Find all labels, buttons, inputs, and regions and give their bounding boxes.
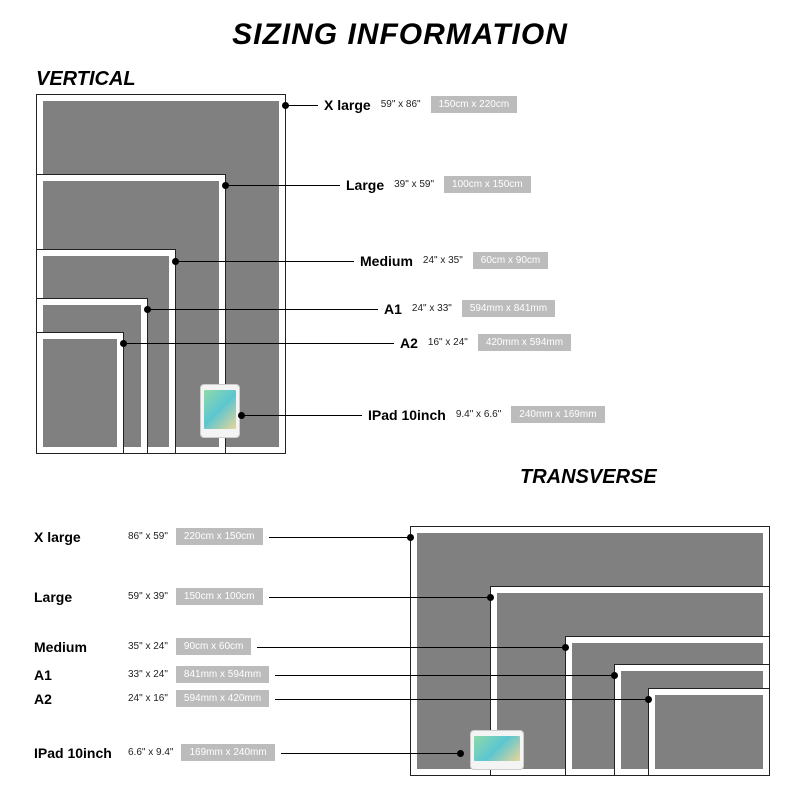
size-row: A1 24" x 33" 594mm x 841mm [384,300,555,317]
size-row: Large 39" x 59" 100cm x 150cm [346,176,531,193]
size-metric: 841mm x 594mm [176,666,269,683]
size-inches: 6.6" x 9.4" [128,747,173,758]
size-name: IPad 10inch [368,407,446,423]
size-name: Large [34,589,120,605]
page-title: SIZING INFORMATION [0,18,800,52]
size-inches: 16" x 24" [428,337,468,348]
leader-line [269,537,410,538]
size-row: X large 59" x 86" 150cm x 220cm [324,96,517,113]
leader-line [269,597,490,598]
size-name: A1 [34,667,120,683]
size-metric: 60cm x 90cm [473,252,548,269]
size-row: Medium 35" x 24" 90cm x 60cm [34,638,251,655]
size-name: A2 [34,691,120,707]
leader-line [281,753,460,754]
leader-line [226,185,340,186]
size-inches: 24" x 33" [412,303,452,314]
vertical-rect-a2 [36,332,124,454]
size-inches: 59" x 86" [381,99,421,110]
size-metric: 420mm x 594mm [478,334,571,351]
leader-line [275,699,648,700]
leader-line [124,343,394,344]
vertical-section-title: VERTICAL [36,68,136,91]
size-name: IPad 10inch [34,745,120,761]
size-metric: 90cm x 60cm [176,638,251,655]
size-inches: 39" x 59" [394,179,434,190]
size-row: Medium 24" x 35" 60cm x 90cm [360,252,548,269]
transverse-section-title: TRANSVERSE [520,466,657,489]
size-inches: 24" x 16" [128,693,168,704]
size-metric: 150cm x 220cm [431,96,518,113]
size-row: A2 16" x 24" 420mm x 594mm [400,334,571,351]
leader-line [257,647,565,648]
size-name: X large [34,529,120,545]
size-inches: 35" x 24" [128,641,168,652]
size-metric: 220cm x 150cm [176,528,263,545]
size-metric: 169mm x 240mm [181,744,274,761]
leader-line [286,105,318,106]
size-row: A2 24" x 16" 594mm x 420mm [34,690,269,707]
size-inches: 9.4" x 6.6" [456,409,501,420]
size-metric: 240mm x 169mm [511,406,604,423]
size-inches: 86" x 59" [128,531,168,542]
size-name: Large [346,177,384,193]
size-metric: 150cm x 100cm [176,588,263,605]
size-row: IPad 10inch 6.6" x 9.4" 169mm x 240mm [34,744,275,761]
size-name: A2 [400,335,418,351]
vertical-ipad-thumb [200,384,240,438]
size-metric: 594mm x 420mm [176,690,269,707]
leader-line [242,415,362,416]
leader-line [148,309,378,310]
size-row: Large 59" x 39" 150cm x 100cm [34,588,263,605]
size-name: X large [324,97,371,113]
size-name: Medium [360,253,413,269]
size-name: Medium [34,639,120,655]
transverse-ipad-thumb [470,730,524,770]
size-inches: 59" x 39" [128,591,168,602]
size-row: IPad 10inch 9.4" x 6.6" 240mm x 169mm [368,406,605,423]
size-row: X large 86" x 59" 220cm x 150cm [34,528,263,545]
leader-line [176,261,354,262]
size-inches: 33" x 24" [128,669,168,680]
leader-line [275,675,614,676]
transverse-rect-a2 [648,688,770,776]
size-metric: 100cm x 150cm [444,176,531,193]
size-metric: 594mm x 841mm [462,300,555,317]
size-name: A1 [384,301,402,317]
size-inches: 24" x 35" [423,255,463,266]
size-row: A1 33" x 24" 841mm x 594mm [34,666,269,683]
